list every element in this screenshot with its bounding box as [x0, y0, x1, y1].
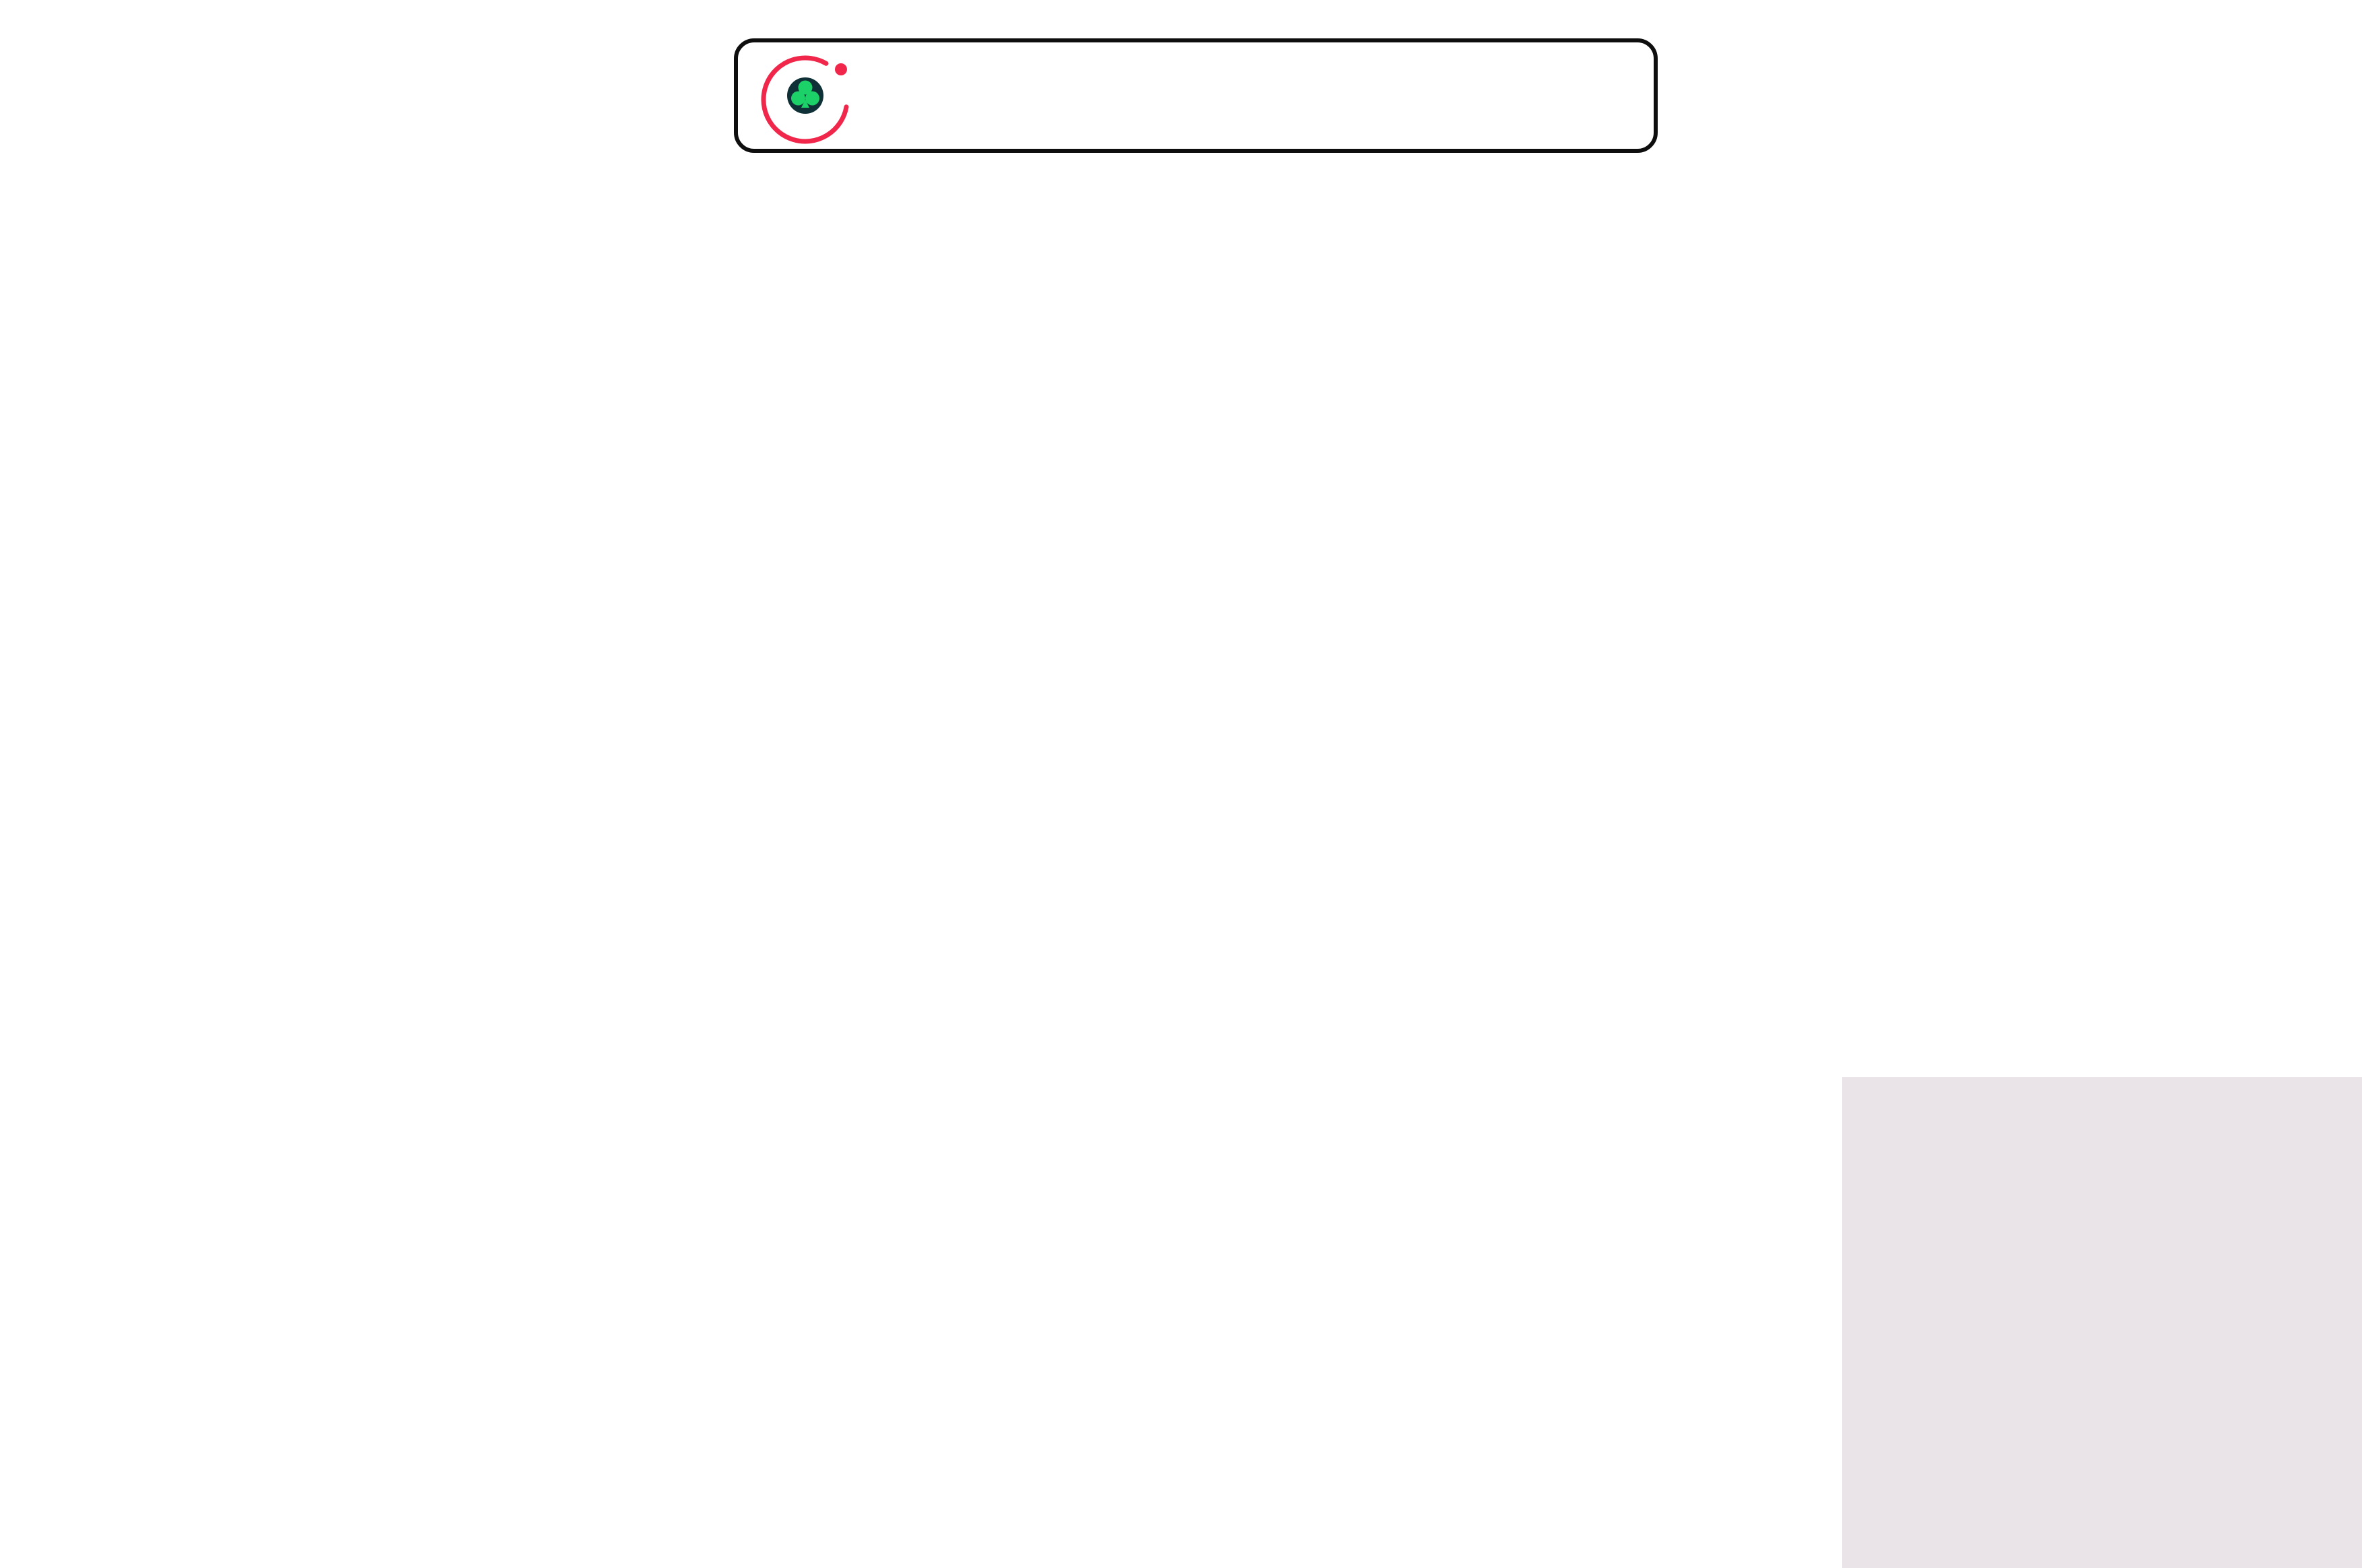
header-box [734, 38, 1658, 153]
logo-arc [761, 55, 849, 144]
chart-leakage-1 [1, 321, 742, 1001]
scans-block [695, 1242, 730, 1262]
hip-logo-icon [761, 55, 849, 144]
heatmap-photo [1842, 1077, 2362, 1568]
logo-dot [835, 63, 847, 75]
page-title [0, 180, 2362, 193]
chart-leakage-2 [807, 321, 1547, 1001]
chart-leakage-3 [1611, 321, 2351, 1001]
